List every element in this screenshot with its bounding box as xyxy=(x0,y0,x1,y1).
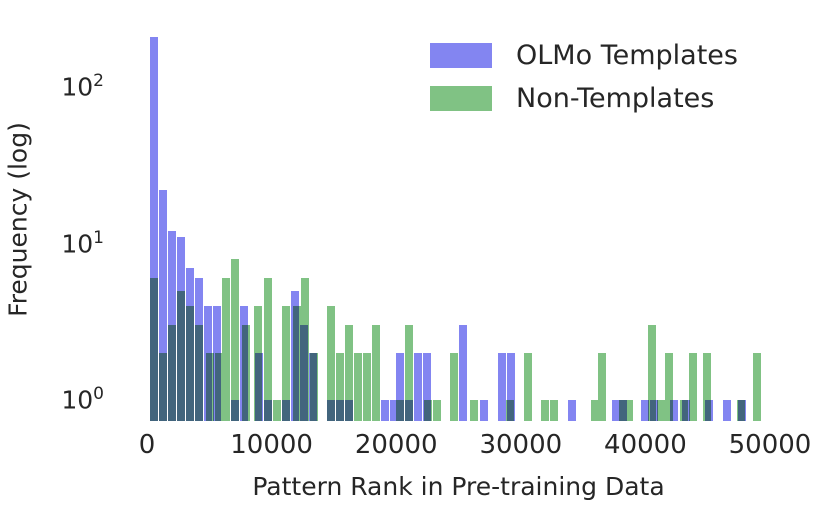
non-templates-bar xyxy=(680,400,688,421)
non-templates-bar xyxy=(433,400,441,421)
olmo-templates-bar xyxy=(722,400,731,421)
olmo-templates-bar xyxy=(498,352,506,421)
non-templates-bar xyxy=(363,352,372,421)
olmo-templates-bar xyxy=(414,352,422,421)
non-templates-bar xyxy=(689,352,697,421)
non-templates-bar xyxy=(186,305,194,421)
non-templates-bar xyxy=(301,278,309,421)
non-templates-bar xyxy=(195,325,203,421)
olmo-templates-bar xyxy=(396,352,404,421)
olmo-templates-bar xyxy=(459,325,467,421)
legend: OLMo Templates Non-Templates xyxy=(430,40,738,126)
non-templates-bar xyxy=(336,352,344,421)
non-templates-bar xyxy=(231,258,239,421)
non-templates-bar xyxy=(752,352,761,421)
legend-swatch-non-templates xyxy=(430,86,492,111)
non-templates-bar xyxy=(619,400,628,421)
non-templates-bar xyxy=(177,290,185,421)
legend-label-non-templates: Non-Templates xyxy=(516,83,715,114)
non-templates-bar xyxy=(372,325,380,421)
non-templates-bar xyxy=(281,305,290,421)
olmo-templates-bar xyxy=(568,400,576,421)
non-templates-bar xyxy=(665,352,673,421)
non-templates-bar xyxy=(523,352,532,421)
non-templates-bar xyxy=(205,352,214,421)
non-templates-bar xyxy=(327,305,335,421)
olmo-templates-bar xyxy=(480,400,489,421)
y-tick-label-10e0: 100 xyxy=(61,384,104,415)
non-templates-bar xyxy=(396,400,404,421)
x-tick-label-40000: 40000 xyxy=(604,430,687,460)
x-tick-label-30000: 30000 xyxy=(479,430,563,460)
y-tick-label-10e2: 102 xyxy=(61,71,104,102)
non-templates-bar xyxy=(506,400,514,421)
non-templates-bar xyxy=(293,305,301,421)
non-templates-bar xyxy=(404,325,413,421)
y-tick-label-10e1: 101 xyxy=(61,227,104,258)
non-templates-bar xyxy=(648,325,656,421)
olmo-templates-bar xyxy=(669,400,678,421)
non-templates-bar xyxy=(657,400,665,421)
non-templates-bar xyxy=(703,352,711,421)
non-templates-bar xyxy=(273,400,281,421)
non-templates-bar xyxy=(450,352,458,421)
non-templates-bar xyxy=(550,400,558,421)
x-tick-label-0: 0 xyxy=(138,430,156,460)
non-templates-bar xyxy=(159,352,167,421)
x-axis-label: Pattern Rank in Pre-training Data xyxy=(252,472,665,501)
x-tick-label-50000: 50000 xyxy=(728,430,812,460)
non-templates-bar xyxy=(264,278,272,421)
non-templates-bar xyxy=(424,400,432,421)
non-templates-bar xyxy=(222,278,230,421)
x-tick-label-20000: 20000 xyxy=(354,430,438,460)
legend-entry-non-templates: Non-Templates xyxy=(430,83,738,114)
non-templates-bar xyxy=(590,400,599,421)
olmo-templates-bar xyxy=(641,400,649,421)
olmo-templates-bar xyxy=(381,400,389,421)
legend-swatch-olmo-templates xyxy=(430,43,492,68)
olmo-templates-bar xyxy=(159,189,167,421)
olmo-templates-bar xyxy=(423,352,431,421)
legend-entry-olmo-templates: OLMo Templates xyxy=(430,40,738,71)
olmo-templates-bar xyxy=(507,352,516,421)
non-templates-bar xyxy=(168,325,177,421)
non-templates-bar xyxy=(470,400,478,421)
non-templates-bar xyxy=(354,352,362,421)
legend-label-olmo-templates: OLMo Templates xyxy=(516,40,738,71)
non-templates-bar xyxy=(242,325,251,421)
olmo-templates-bar xyxy=(150,36,158,421)
x-tick-label-10000: 10000 xyxy=(230,430,313,460)
y-axis-label: Frequency (log) xyxy=(3,122,33,317)
olmo-templates-bar xyxy=(612,400,620,421)
non-templates-bar xyxy=(597,352,606,421)
non-templates-bar xyxy=(215,352,223,421)
non-templates-bar xyxy=(254,305,262,421)
olmo-templates-bar xyxy=(390,400,398,421)
non-templates-bar xyxy=(541,400,549,421)
non-templates-bar xyxy=(625,400,633,421)
non-templates-bar xyxy=(150,278,158,421)
non-templates-bar xyxy=(737,400,745,421)
non-templates-bar xyxy=(310,352,318,421)
non-templates-bar xyxy=(345,325,353,421)
